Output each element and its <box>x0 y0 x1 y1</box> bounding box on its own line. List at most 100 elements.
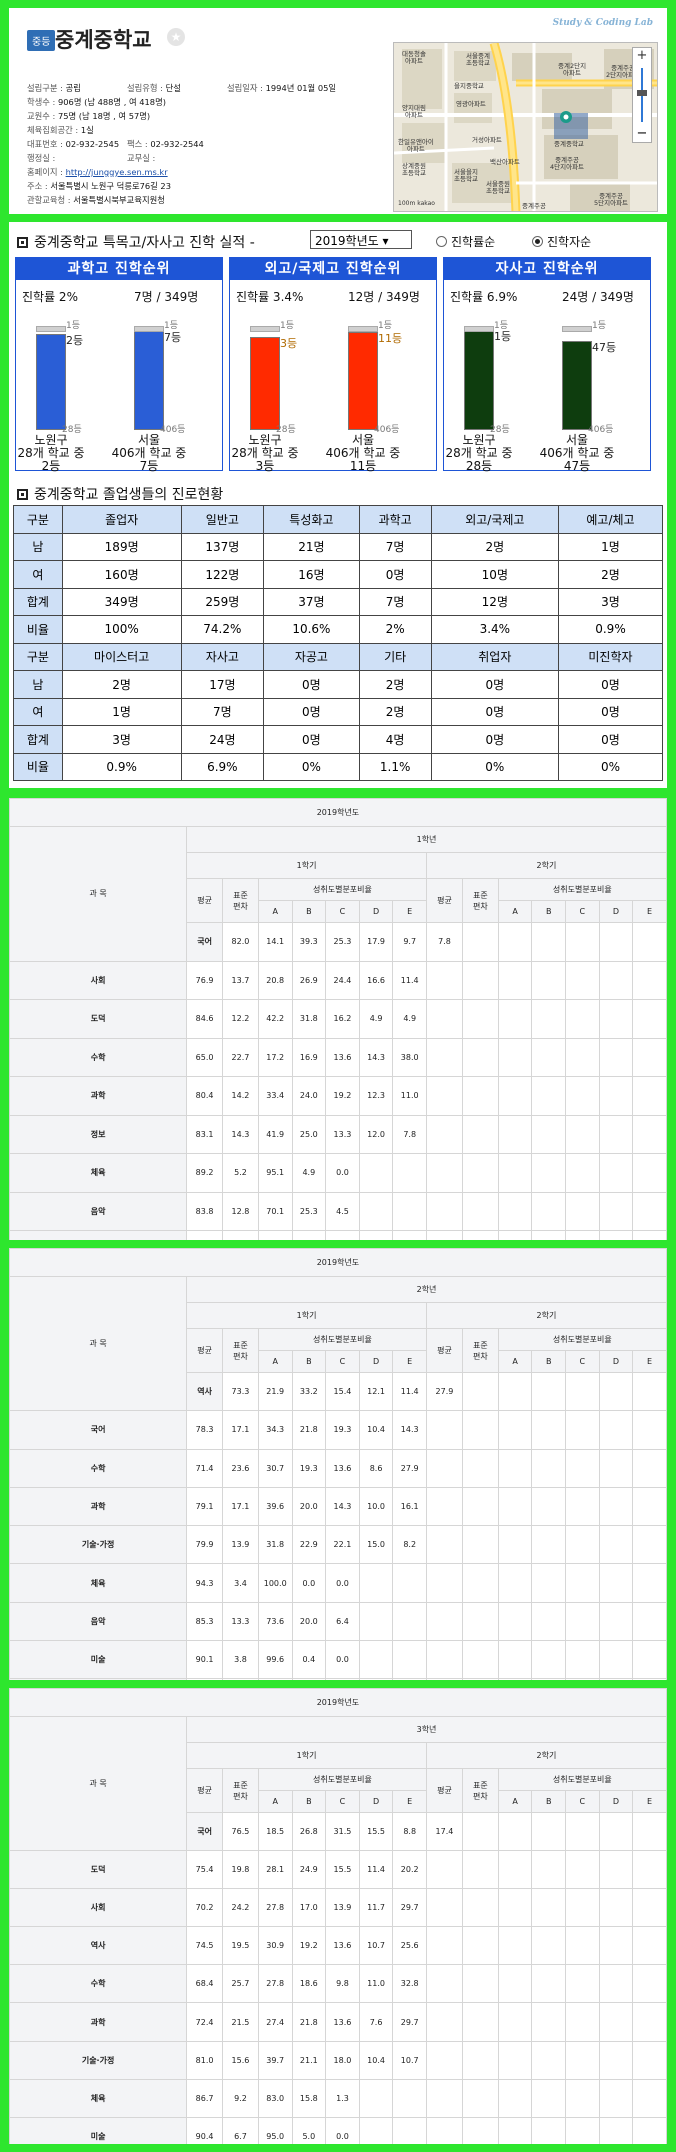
info-value[interactable]: http://junggye.sen.ms.kr <box>65 167 168 177</box>
career-cell: 2명 <box>557 560 664 589</box>
sd-header: 표준 편차 <box>461 878 499 923</box>
info-key: 행정실 : <box>27 153 56 163</box>
score-cell: 17.2 <box>257 1037 293 1077</box>
score-cell: 15.0 <box>358 1525 394 1565</box>
grade-letter: A <box>257 1790 293 1813</box>
region-label: 서울 <box>137 433 161 447</box>
empty-cell <box>565 1076 600 1116</box>
info-pair: 대표번호 : 02-932-2545 <box>27 138 119 150</box>
career-row: 합계 349명 259명 37명 7명 12명 3명 <box>13 587 664 616</box>
score-cell: 9.8 <box>325 1964 360 2004</box>
radio-checked-icon[interactable] <box>532 236 543 247</box>
empty-cell <box>426 1678 463 1680</box>
subject-cell: 미술 <box>9 2116 188 2144</box>
info-key: 관할교육청 : <box>27 195 74 205</box>
grade-letter: B <box>531 900 567 923</box>
score-row: 평균 표준 편차 성취도별분포비율 평균 표준 편차 성취도별분포비율 <box>10 1328 667 1373</box>
grade-header: 2학년 <box>186 1276 667 1303</box>
radio-circle-icon[interactable] <box>436 236 447 247</box>
score-cell: 24.2 <box>222 1888 259 1928</box>
zoom-out-button[interactable]: − <box>636 126 648 141</box>
radio-count-order[interactable]: 진학자순 <box>532 233 591 250</box>
info-value: 02-932-2545 <box>65 139 120 149</box>
career-cell: 0명 <box>430 725 559 754</box>
radio-rate-order[interactable]: 진학률순 <box>436 233 495 250</box>
score-cell: 13.6 <box>325 1448 360 1488</box>
favorite-star-icon[interactable]: ★ <box>167 28 185 46</box>
score-row: 과학 72.4 21.5 27.4 21.8 13.6 7.6 29.7 <box>9 2002 667 2042</box>
career-cell: 137명 <box>180 532 265 561</box>
map-zoom-control[interactable]: + − <box>632 47 652 143</box>
empty-cell <box>497 1410 533 1450</box>
score-cell: 17.1 <box>222 1410 259 1450</box>
score-cell: 42.2 <box>257 999 293 1039</box>
empty-cell <box>426 1486 463 1527</box>
info-key: 대표번호 : <box>27 139 66 149</box>
score-cell: 20.9 <box>222 1678 259 1680</box>
career-cell: 2명 <box>358 670 432 699</box>
empty-cell <box>461 2040 499 2080</box>
score-row: 과학 79.1 17.1 39.6 20.0 14.3 10.0 16.1 <box>9 1486 667 1527</box>
grade-letter: D <box>358 1790 394 1813</box>
score-table-card: 2019학년도 과 목 1학년 1학기 2학기 평균 표준 편차 성취도별분포비율 평균 표준 편… <box>9 798 667 1240</box>
empty-cell <box>497 999 533 1039</box>
grade-letter: C <box>565 900 600 923</box>
score-cell: 8.6 <box>358 1448 394 1488</box>
semester1-header: 1학기 <box>186 1302 428 1329</box>
empty-cell <box>632 1926 667 1966</box>
career-cell: 예고/체고 <box>557 505 664 534</box>
career-cell: 과학고 <box>358 505 432 534</box>
empty-cell <box>632 2002 667 2042</box>
empty-cell <box>461 1926 499 1966</box>
zoom-slider-knob[interactable] <box>637 90 647 96</box>
rank-bar-cap <box>348 326 378 332</box>
empty-cell <box>497 1191 533 1231</box>
grade-letter: A <box>257 1350 293 1373</box>
empty-cell <box>426 1563 463 1603</box>
empty-cell <box>632 2040 667 2080</box>
rank-bar <box>464 330 494 430</box>
career-cell: 0명 <box>430 670 559 699</box>
empty-cell <box>531 1486 567 1527</box>
rank-value: 7등 <box>164 331 182 344</box>
rank-bottom-label: 28등 <box>62 425 82 435</box>
empty-cell <box>598 1850 634 1890</box>
score-cell: 94.3 <box>186 1563 224 1603</box>
grade-letter: C <box>325 1790 360 1813</box>
empty-cell <box>426 1850 463 1890</box>
career-cell: 122명 <box>180 560 265 589</box>
year-select[interactable]: 2019학년도 ▾ <box>310 230 412 249</box>
score-cell: 8.8 <box>392 1811 428 1852</box>
sd-header: 표준 편차 <box>222 1768 259 1813</box>
rate-text: 진학률 2% <box>22 290 78 304</box>
location-map[interactable]: 대동청솔 아파트 서울중계 초등학교 중계2단지 아파트 중계주공 2단지아파트 을지중… <box>393 42 658 212</box>
score-row: 2019학년도 <box>9 1688 667 1717</box>
empty-cell <box>461 960 499 1000</box>
map-label: 을지중학교 <box>454 82 484 90</box>
rank-value: 11등 <box>378 332 403 345</box>
score-cell: 78.3 <box>186 1410 224 1450</box>
subject-cell: 과학 <box>9 1486 188 1527</box>
score-cell: 83.8 <box>186 1191 224 1231</box>
region-pos: 2등 <box>41 459 61 473</box>
empty-cell <box>632 1486 667 1527</box>
subject-cell: 음악 <box>9 1601 188 1642</box>
avg-header: 평균 <box>186 1768 224 1813</box>
score-cell: 12.0 <box>358 1114 394 1154</box>
grade-letter: A <box>257 900 293 923</box>
score-cell: 17.0 <box>291 1888 327 1928</box>
score-cell: 0.0 <box>325 1563 360 1603</box>
score-row: 사회 70.2 24.2 27.8 17.0 13.9 11.7 29.7 <box>9 1888 667 1928</box>
score-cell: 22.7 <box>222 1037 259 1077</box>
zoom-in-button[interactable]: + <box>636 48 648 63</box>
empty-cell <box>461 1964 499 2004</box>
map-label: 중계주공 <box>522 202 546 210</box>
career-cell: 여 <box>13 560 63 589</box>
grade-letter: E <box>392 900 428 923</box>
career-cell: 구분 <box>13 642 63 671</box>
subject-cell: 영어 <box>9 1230 188 1240</box>
score-cell: 11.0 <box>358 1964 394 2004</box>
